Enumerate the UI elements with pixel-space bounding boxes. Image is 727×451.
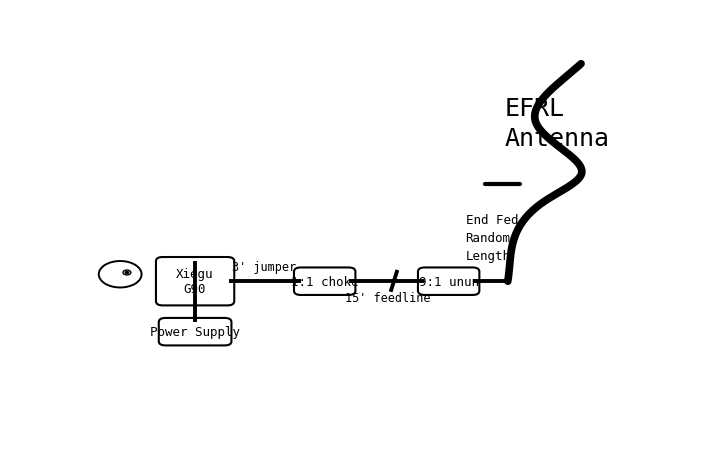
Text: 15' feedline: 15' feedline (345, 291, 430, 304)
Circle shape (125, 272, 129, 274)
Text: 3' jumper: 3' jumper (232, 260, 296, 273)
Text: Xiegu
G90: Xiegu G90 (177, 267, 214, 295)
FancyBboxPatch shape (294, 268, 356, 295)
FancyBboxPatch shape (158, 318, 231, 345)
Text: EFRL
Antenna: EFRL Antenna (505, 97, 610, 150)
FancyBboxPatch shape (418, 268, 479, 295)
Text: End Fed
Random
Length: End Fed Random Length (465, 214, 518, 262)
FancyBboxPatch shape (156, 258, 234, 306)
Text: 9:1 unun: 9:1 unun (419, 275, 478, 288)
Text: 1:1 choke: 1:1 choke (291, 275, 358, 288)
Text: Power Supply: Power Supply (150, 326, 240, 338)
